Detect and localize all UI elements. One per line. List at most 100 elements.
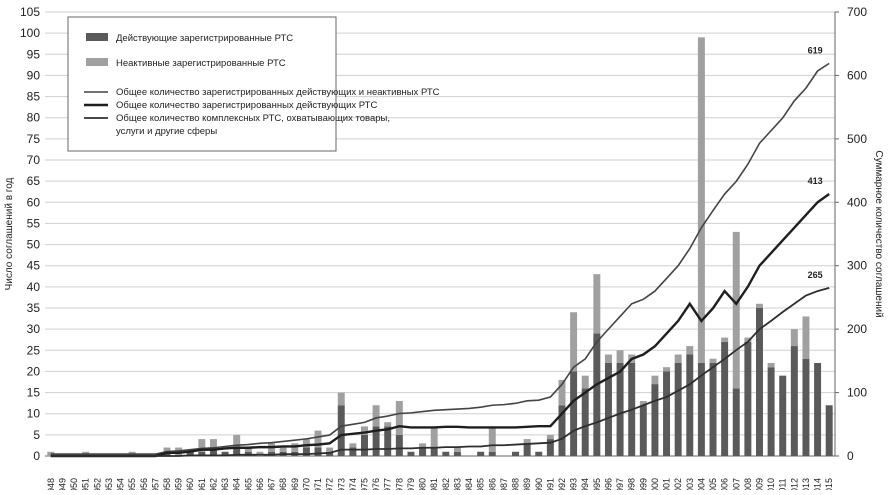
bar — [430, 426, 438, 448]
x-tick-label: 2007 — [731, 478, 741, 490]
y-tick-label: 85 — [27, 90, 41, 104]
y-tick-label: 90 — [27, 68, 41, 82]
bar — [570, 312, 578, 372]
bar — [802, 358, 810, 456]
bar — [349, 443, 357, 448]
x-tick-label: 1969 — [290, 478, 300, 490]
bar — [732, 388, 740, 456]
bar — [604, 354, 612, 363]
bar — [790, 329, 798, 347]
x-tick-label: 1992 — [557, 478, 567, 490]
x-tick-label: 1960 — [185, 478, 195, 490]
bar — [756, 308, 763, 456]
x-tick-label: 1990 — [534, 478, 544, 490]
y-tick-label: 65 — [27, 174, 41, 188]
bar — [744, 341, 752, 456]
y2-axis-title: Суммарное количество соглашений — [873, 150, 884, 317]
x-tick-label: 1956 — [139, 478, 149, 490]
bar — [570, 371, 578, 456]
bar — [546, 439, 554, 456]
bar — [395, 434, 403, 456]
bar — [686, 346, 694, 355]
bar — [337, 405, 345, 456]
bar — [721, 337, 729, 342]
bar — [314, 430, 322, 448]
x-tick-label: 1999 — [638, 478, 648, 490]
y-axis-title: Число соглашений в год — [4, 177, 15, 290]
bar — [814, 362, 822, 456]
bar — [651, 375, 659, 385]
data-label: 619 — [808, 45, 823, 55]
y-tick-label: 60 — [27, 195, 41, 209]
bar — [825, 405, 833, 456]
y-tick-label: 55 — [27, 216, 41, 230]
bar — [651, 384, 659, 456]
bar — [674, 354, 682, 363]
y-tick-label: 75 — [27, 132, 41, 146]
bar — [488, 451, 496, 456]
x-tick-label: 1982 — [441, 478, 451, 490]
x-tick-label: 1983 — [452, 478, 462, 490]
bar — [419, 443, 427, 448]
bar — [767, 367, 775, 456]
bar — [744, 337, 752, 342]
x-tick-label: 1972 — [325, 478, 335, 490]
y2-tick-label: 700 — [847, 5, 867, 19]
legend-label: Неактивные зарегистрированные РТС — [116, 58, 286, 69]
legend-swatch — [86, 33, 108, 41]
x-tick-label: 1957 — [150, 478, 160, 490]
bar — [709, 362, 717, 456]
bar — [616, 350, 624, 363]
x-tick-label: 1976 — [371, 478, 381, 490]
x-tick-label: 1993 — [569, 478, 579, 490]
bar — [337, 392, 345, 406]
bar — [209, 447, 217, 456]
legend-swatch — [86, 58, 108, 66]
x-tick-label: 1987 — [499, 478, 509, 490]
x-tick-label: 1966 — [255, 478, 265, 490]
bar — [512, 451, 519, 456]
y-tick-label: 30 — [27, 322, 41, 336]
y-tick-label: 95 — [27, 47, 41, 61]
x-tick-label: 1977 — [383, 478, 393, 490]
bar — [488, 426, 496, 452]
y-tick-label: 40 — [27, 280, 41, 294]
y2-tick-label: 200 — [847, 322, 867, 336]
bar — [314, 447, 322, 456]
bar — [430, 447, 438, 456]
bar — [593, 274, 601, 334]
bar — [361, 434, 368, 456]
y2-tick-label: 500 — [847, 132, 867, 146]
bar — [721, 341, 729, 456]
x-tick-label: 1984 — [464, 478, 474, 490]
x-tick-label: 1950 — [69, 478, 79, 490]
bar — [639, 401, 647, 406]
x-tick-label: 1967 — [267, 478, 277, 490]
legend-label: Общее количество комплексных РТС, охваты… — [116, 113, 390, 137]
bar — [674, 362, 682, 456]
bar — [709, 358, 717, 363]
x-tick-label: 1975 — [359, 478, 369, 490]
bar — [302, 447, 310, 456]
y-tick-label: 20 — [27, 364, 41, 378]
x-tick-label: 1953 — [104, 478, 114, 490]
y-tick-label: 25 — [27, 343, 41, 357]
x-tick-label: 1968 — [278, 478, 288, 490]
legend: Действующие зарегистрированные РТС Неакти… — [67, 16, 440, 152]
bar — [593, 333, 601, 456]
bar — [477, 451, 485, 456]
x-tick-label: 1985 — [476, 478, 486, 490]
x-tick-label: 1981 — [429, 478, 439, 490]
bar — [395, 401, 403, 435]
bar — [407, 451, 415, 456]
x-tick-label: 2002 — [673, 478, 683, 490]
y-tick-label: 70 — [27, 153, 41, 167]
bar — [221, 451, 229, 456]
legend-label: Общее количество зарегистрированных дейс… — [116, 100, 377, 111]
x-tick-label: 1996 — [603, 478, 613, 490]
y-tick-label: 50 — [27, 238, 41, 252]
y2-tick-label: 100 — [847, 386, 867, 400]
bar — [384, 426, 392, 456]
x-tick-label: 2003 — [685, 478, 695, 490]
y-tick-label: 0 — [33, 449, 40, 463]
